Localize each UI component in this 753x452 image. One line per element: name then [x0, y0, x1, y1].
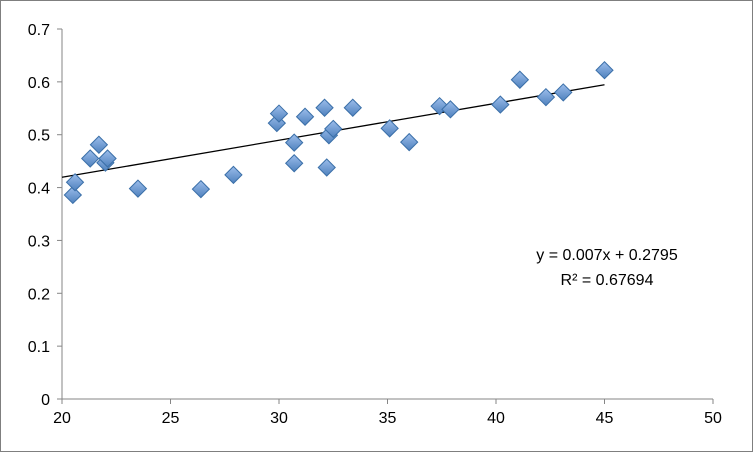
x-tick-labels: 20 25 30 35 40 45 50 [53, 410, 722, 427]
x-tick-label: 40 [487, 410, 505, 427]
y-tick-label: 0.1 [28, 339, 50, 356]
data-point [128, 179, 148, 198]
trendline-equation: y = 0.007x + 0.2795 [536, 247, 678, 264]
data-point [81, 149, 100, 168]
y-tick-label: 0.6 [28, 75, 50, 92]
r-squared-label: R² = 0.67694 [561, 272, 654, 289]
data-points [63, 61, 614, 205]
y-tick-label: 0.2 [28, 286, 50, 303]
data-point [324, 119, 343, 139]
x-tick-label: 35 [379, 410, 397, 427]
data-point [98, 149, 117, 168]
y-tick-label: 0.3 [28, 233, 50, 250]
data-point [63, 185, 83, 205]
x-tick-label: 20 [53, 410, 71, 427]
y-tick-label: 0 [41, 392, 50, 409]
y-tick-label: 0.5 [28, 128, 50, 145]
data-point [284, 154, 304, 173]
x-tick-label: 25 [162, 410, 180, 427]
x-tick-label: 30 [270, 410, 288, 427]
axes [57, 28, 714, 404]
y-tick-label: 0.4 [28, 181, 50, 198]
data-point [284, 133, 304, 152]
x-tick-label: 50 [704, 410, 722, 427]
data-point [399, 132, 419, 152]
data-point [269, 104, 289, 123]
data-point [65, 173, 85, 192]
data-point [343, 98, 362, 117]
data-point [191, 179, 211, 199]
data-point [224, 165, 243, 185]
data-point [441, 100, 460, 119]
data-point [510, 70, 530, 89]
data-point [491, 95, 510, 114]
x-tick-label: 45 [596, 410, 614, 427]
data-point [536, 87, 556, 107]
data-point [89, 135, 109, 154]
data-point [554, 83, 573, 102]
data-point [295, 107, 315, 126]
data-point [380, 119, 399, 138]
y-tick-labels: 0 0.1 0.2 0.3 0.4 0.5 0.6 0.7 [28, 22, 50, 409]
data-point [317, 158, 336, 177]
y-tick-label: 0.7 [28, 22, 50, 39]
data-point [595, 61, 614, 80]
data-point [315, 98, 334, 117]
